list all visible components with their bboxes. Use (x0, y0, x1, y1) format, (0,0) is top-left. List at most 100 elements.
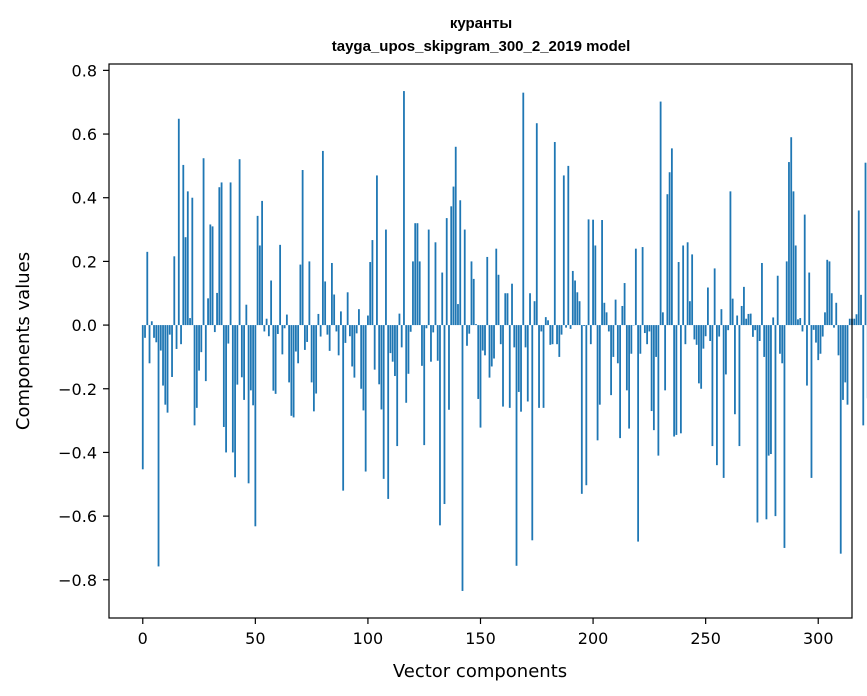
bar (592, 219, 594, 326)
bar (659, 101, 662, 326)
bar (337, 325, 340, 356)
bar (783, 325, 786, 548)
bar (549, 325, 552, 345)
bar (288, 325, 291, 383)
bar (477, 325, 480, 399)
bar (515, 325, 518, 566)
bar (695, 325, 698, 345)
bar (159, 325, 162, 351)
bar (191, 197, 194, 326)
bar (238, 159, 241, 326)
bar (538, 325, 540, 408)
bar (819, 325, 822, 354)
bar (752, 325, 754, 337)
bar (623, 283, 626, 326)
bar (551, 325, 554, 345)
x-axis-label: Vector components (393, 661, 567, 682)
bar (770, 325, 772, 455)
bar (716, 325, 718, 466)
bar (479, 325, 482, 428)
bar (272, 325, 275, 391)
bar (736, 315, 739, 326)
bar (457, 304, 459, 326)
bar (470, 261, 473, 326)
bar (240, 325, 243, 378)
bar (652, 325, 655, 431)
bar (799, 318, 802, 326)
bar (506, 293, 509, 326)
bar (245, 304, 248, 326)
bar (556, 325, 558, 345)
bar (513, 325, 516, 348)
bar (285, 314, 288, 326)
bar (664, 325, 667, 391)
bar (153, 325, 155, 338)
bar (677, 262, 680, 326)
bar (643, 325, 646, 334)
bar (369, 262, 372, 326)
bar (155, 325, 158, 343)
chart-subtitle: tayga_upos_skipgram_300_2_2019 model (332, 38, 631, 55)
bar (691, 254, 694, 326)
bar (855, 314, 858, 326)
bar (810, 325, 813, 478)
bar (504, 293, 507, 326)
bar (391, 325, 394, 362)
bar (182, 164, 185, 326)
bar (198, 325, 200, 371)
bar (297, 325, 300, 364)
bar (815, 325, 817, 343)
bar (353, 325, 356, 378)
bar (186, 191, 189, 326)
bar (486, 256, 489, 326)
bar (727, 325, 730, 331)
bar (389, 325, 392, 354)
bar (533, 301, 536, 326)
bar (319, 325, 322, 337)
x-tick-label: 150 (465, 629, 496, 648)
bar (670, 148, 673, 326)
bar (475, 324, 477, 326)
bar (529, 293, 531, 326)
bar (173, 256, 176, 326)
bar (738, 325, 741, 447)
bar (547, 320, 549, 326)
bar (150, 321, 153, 326)
bar (234, 325, 236, 478)
bar (267, 325, 270, 337)
bar (204, 325, 207, 382)
bar (376, 175, 378, 326)
bar (373, 325, 376, 370)
bar (499, 325, 502, 345)
bar (774, 325, 777, 517)
y-tick-label: 0.6 (72, 125, 97, 144)
bar (565, 325, 567, 328)
bar (700, 325, 703, 389)
bar-series (141, 91, 867, 591)
bar (860, 294, 862, 326)
bar (650, 325, 653, 412)
bar (531, 325, 534, 541)
bar (511, 283, 513, 326)
y-tick-label: 0.8 (72, 61, 97, 80)
bar (252, 325, 254, 406)
bar (785, 261, 788, 326)
bar (522, 92, 525, 326)
bar (740, 305, 743, 326)
bar (761, 262, 763, 326)
bar (317, 313, 320, 326)
bar (657, 325, 660, 456)
bar (387, 325, 390, 499)
bar (315, 325, 318, 394)
bar (216, 292, 218, 326)
bar (171, 325, 173, 377)
bar (279, 244, 282, 326)
bar (261, 200, 263, 326)
bar (243, 325, 245, 400)
bar (331, 262, 333, 326)
bar (258, 245, 261, 326)
bar (808, 272, 811, 326)
bar (220, 182, 223, 326)
bar (844, 325, 847, 383)
bar (461, 325, 464, 591)
